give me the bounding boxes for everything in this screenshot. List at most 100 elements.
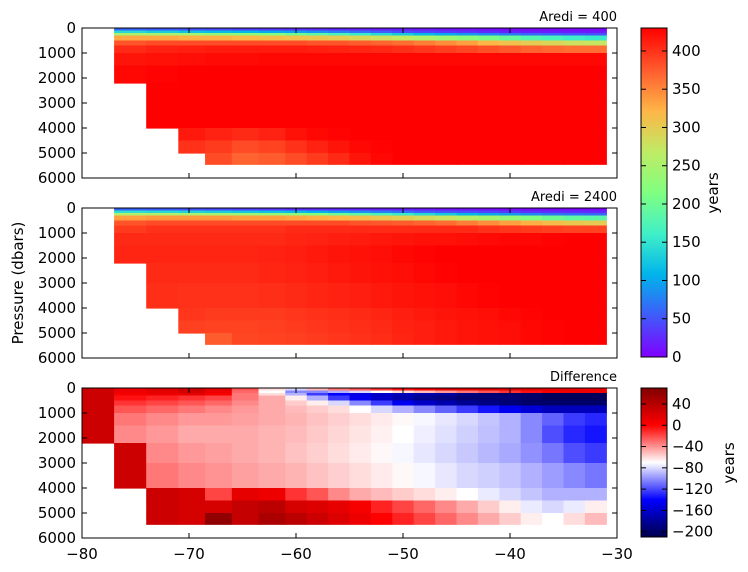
heatmap-cell — [584, 245, 607, 264]
heatmap-cell — [456, 395, 479, 402]
heatmap-cell — [392, 513, 415, 525]
heatmap-cell — [306, 320, 329, 334]
heatmap-cell — [456, 40, 479, 47]
heatmap-cells — [82, 388, 607, 525]
y-tick-label: 2000 — [38, 249, 76, 267]
heatmap-cell — [231, 413, 260, 427]
heatmap-cell — [328, 220, 351, 227]
heatmap-cell — [477, 500, 500, 514]
heatmap-cell — [114, 443, 147, 464]
heatmap-cell — [258, 245, 286, 264]
heatmap-cell — [114, 425, 147, 444]
heatmap-cell — [499, 83, 522, 104]
heatmap-cell — [499, 128, 522, 142]
heatmap-cell — [306, 263, 329, 284]
heatmap-cell — [328, 395, 351, 402]
heatmap-cell — [231, 513, 260, 525]
heatmap-cell — [306, 65, 329, 84]
heatmap-cell — [349, 215, 372, 222]
heatmap-cell — [231, 53, 260, 67]
heatmap-cell — [584, 388, 607, 392]
heatmap-cell — [258, 390, 286, 394]
heatmap-cell — [520, 320, 543, 334]
heatmap-cell — [258, 33, 286, 37]
heatmap-cell — [370, 413, 393, 427]
heatmap-cell — [520, 245, 543, 264]
heatmap-cell — [477, 233, 500, 247]
heatmap-cell — [413, 103, 436, 129]
heatmap-cell — [392, 395, 415, 402]
heatmap-cell — [435, 215, 458, 222]
heatmap-cell — [413, 405, 436, 414]
heatmap-cell — [520, 405, 543, 414]
heatmap-cell — [563, 245, 586, 264]
heatmap-cell — [146, 390, 179, 394]
y-tick-label: 3000 — [38, 94, 76, 112]
heatmap-cell — [114, 35, 147, 42]
heatmap-cell — [542, 488, 565, 502]
heatmap-cell — [349, 400, 372, 407]
heatmap-cell — [370, 153, 393, 165]
heatmap-cell — [306, 153, 329, 165]
heatmap-cell — [370, 400, 393, 407]
heatmap-cell — [114, 215, 147, 222]
heatmap-cell — [499, 215, 522, 222]
heatmap-cell — [328, 320, 351, 334]
heatmap-cell — [542, 393, 565, 397]
heatmap-cell — [349, 40, 372, 47]
heatmap-cell — [499, 405, 522, 414]
heatmap-cell — [456, 140, 479, 154]
heatmap-cell — [456, 30, 479, 34]
heatmap-cell — [205, 40, 233, 47]
heatmap-cell — [205, 128, 233, 142]
heatmap-cell — [306, 308, 329, 322]
heatmap-cell — [456, 283, 479, 309]
heatmap-cell — [349, 283, 372, 309]
heatmap-cell — [520, 308, 543, 322]
heatmap-cell — [520, 153, 543, 165]
x-tick-label: −70 — [173, 545, 205, 563]
heatmap-cell — [178, 208, 206, 212]
heatmap-cell — [563, 393, 586, 397]
heatmap-cell — [328, 210, 351, 214]
heatmap-cell — [413, 463, 436, 489]
heatmap-cell — [392, 45, 415, 54]
heatmap-cell — [413, 413, 436, 427]
heatmap-cell — [231, 208, 260, 212]
heatmap-cell — [306, 393, 329, 397]
heatmap-cell — [231, 215, 260, 222]
heatmap-cell — [146, 215, 179, 222]
heatmap-cell — [542, 140, 565, 154]
heatmap-cell — [146, 443, 179, 464]
heatmap-cell — [477, 35, 500, 42]
heatmap-cell — [328, 33, 351, 37]
heatmap-cell — [370, 53, 393, 67]
y-tick-label: 6000 — [38, 529, 76, 547]
heatmap-cell — [542, 213, 565, 217]
heatmap-cell — [477, 283, 500, 309]
heatmap-cell — [542, 390, 565, 394]
heatmap-cell — [146, 53, 179, 67]
heatmap-cell — [542, 45, 565, 54]
heatmap-cell — [499, 443, 522, 464]
heatmap-cell — [231, 83, 260, 104]
heatmap-cell — [456, 103, 479, 129]
heatmap-cell — [392, 245, 415, 264]
heatmap-cell — [306, 215, 329, 222]
heatmap-cell — [328, 425, 351, 444]
heatmap-cell — [477, 215, 500, 222]
heatmap-cell — [520, 128, 543, 142]
heatmap-cell — [285, 308, 308, 322]
heatmap-cell — [456, 208, 479, 212]
heatmap-cell — [477, 53, 500, 67]
heatmap-cell — [584, 220, 607, 227]
heatmap-cell — [114, 65, 147, 84]
heatmap-cell — [349, 225, 372, 234]
heatmap-cell — [258, 53, 286, 67]
heatmap-cell — [435, 333, 458, 345]
heatmap-cell — [306, 395, 329, 402]
heatmap-cell — [178, 308, 206, 322]
heatmap-cell — [258, 28, 286, 32]
heatmap-cell — [205, 320, 233, 334]
